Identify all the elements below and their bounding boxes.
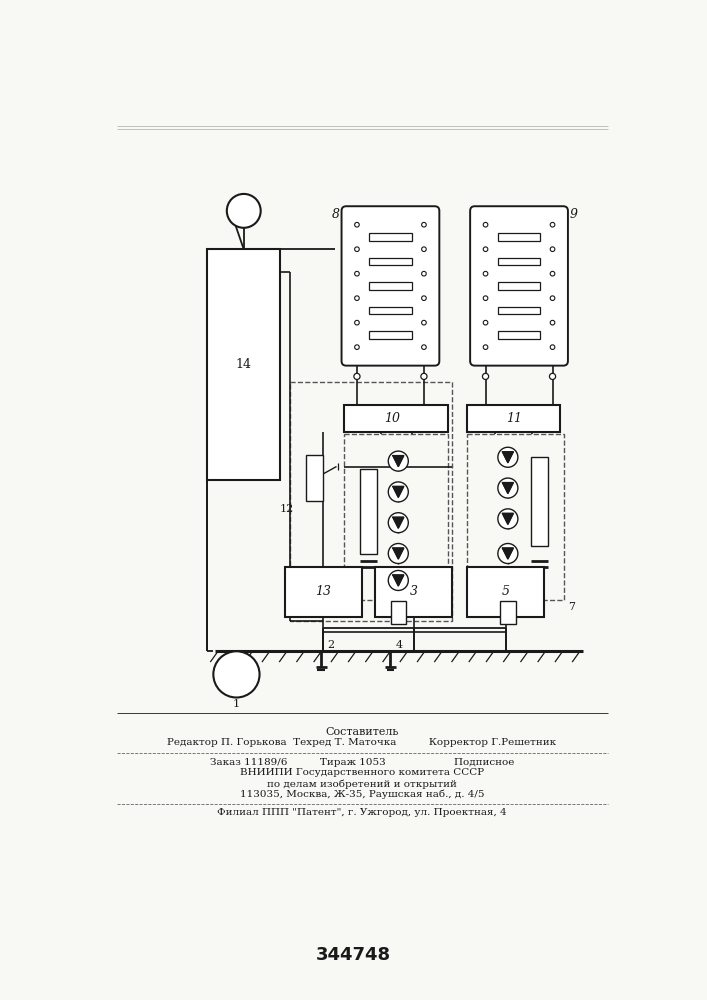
Bar <box>369 258 411 265</box>
Circle shape <box>421 296 426 300</box>
Text: 5: 5 <box>502 585 510 598</box>
Text: 344748: 344748 <box>315 946 390 964</box>
Text: 7: 7 <box>568 602 575 612</box>
Circle shape <box>388 451 409 471</box>
Circle shape <box>355 296 359 300</box>
Text: 6: 6 <box>378 602 385 612</box>
Bar <box>467 405 560 432</box>
Circle shape <box>498 509 518 529</box>
Text: Заказ 11189/6          Тираж 1053                     Подписное: Заказ 11189/6 Тираж 1053 Подписное <box>210 758 514 767</box>
Circle shape <box>483 296 488 300</box>
Text: Филиал ППП "Патент", г. Ужгород, ул. Проектная, 4: Филиал ППП "Патент", г. Ужгород, ул. Про… <box>217 808 507 817</box>
Bar <box>498 307 540 314</box>
FancyBboxPatch shape <box>470 206 568 366</box>
Circle shape <box>550 345 555 349</box>
Circle shape <box>354 373 360 379</box>
Bar <box>498 331 540 339</box>
Bar <box>375 567 452 617</box>
Bar <box>360 469 377 554</box>
Circle shape <box>355 271 359 276</box>
Text: ВНИИПИ Государственного комитета СССР: ВНИИПИ Государственного комитета СССР <box>240 768 484 777</box>
Bar <box>532 457 549 546</box>
Circle shape <box>483 320 488 325</box>
Text: 113035, Москва, Ж-35, Раушская наб., д. 4/5: 113035, Москва, Ж-35, Раушская наб., д. … <box>240 790 484 799</box>
Bar <box>369 307 411 314</box>
Bar <box>344 434 448 600</box>
Circle shape <box>388 570 409 590</box>
Polygon shape <box>393 517 404 528</box>
Bar <box>498 258 540 265</box>
Text: 12: 12 <box>280 504 294 514</box>
Circle shape <box>355 247 359 252</box>
Circle shape <box>498 478 518 498</box>
Polygon shape <box>503 452 513 463</box>
Text: 4: 4 <box>396 640 403 650</box>
Circle shape <box>421 345 426 349</box>
Bar <box>369 282 411 290</box>
Bar <box>369 233 411 241</box>
Text: Редактор П. Горькова  Техред Т. Маточка          Корректор Г.Решетник: Редактор П. Горькова Техред Т. Маточка К… <box>168 738 556 747</box>
Bar <box>369 331 411 339</box>
Text: 10: 10 <box>385 412 400 425</box>
FancyBboxPatch shape <box>341 206 439 366</box>
Circle shape <box>355 320 359 325</box>
Circle shape <box>550 296 555 300</box>
Polygon shape <box>503 513 513 524</box>
Text: 13: 13 <box>315 585 332 598</box>
Text: 11: 11 <box>506 412 522 425</box>
Bar <box>467 567 544 617</box>
Bar <box>467 434 563 600</box>
Polygon shape <box>393 548 404 559</box>
Circle shape <box>388 482 409 502</box>
Circle shape <box>483 222 488 227</box>
Circle shape <box>482 373 489 379</box>
Bar <box>305 455 322 501</box>
Polygon shape <box>393 486 404 497</box>
Circle shape <box>483 271 488 276</box>
Circle shape <box>355 222 359 227</box>
Bar <box>500 601 515 624</box>
Bar <box>498 282 540 290</box>
Circle shape <box>498 544 518 564</box>
Circle shape <box>421 373 427 379</box>
Bar <box>498 233 540 241</box>
Circle shape <box>550 320 555 325</box>
Circle shape <box>421 222 426 227</box>
Text: 2: 2 <box>327 640 334 650</box>
Bar <box>390 601 406 624</box>
Text: по делам изобретений и открытий: по делам изобретений и открытий <box>267 779 457 789</box>
Circle shape <box>550 271 555 276</box>
Circle shape <box>550 247 555 252</box>
Circle shape <box>388 513 409 533</box>
Text: 1: 1 <box>233 699 240 709</box>
Text: 14: 14 <box>235 358 252 371</box>
Bar <box>344 405 448 432</box>
Text: 9: 9 <box>569 208 578 221</box>
Polygon shape <box>393 575 404 586</box>
Text: 3: 3 <box>409 585 418 598</box>
Polygon shape <box>503 483 513 494</box>
Circle shape <box>214 651 259 698</box>
Circle shape <box>483 345 488 349</box>
Circle shape <box>355 345 359 349</box>
Circle shape <box>421 271 426 276</box>
Circle shape <box>550 222 555 227</box>
Circle shape <box>421 320 426 325</box>
Circle shape <box>388 544 409 564</box>
Circle shape <box>498 447 518 467</box>
Bar <box>285 567 362 617</box>
Circle shape <box>421 247 426 252</box>
Text: Составитель: Составитель <box>325 727 399 737</box>
Circle shape <box>549 373 556 379</box>
Bar <box>291 382 452 620</box>
Bar <box>207 249 281 480</box>
Text: 8: 8 <box>332 208 340 221</box>
Circle shape <box>227 194 261 228</box>
Polygon shape <box>503 548 513 559</box>
Circle shape <box>483 247 488 252</box>
Polygon shape <box>393 456 404 467</box>
